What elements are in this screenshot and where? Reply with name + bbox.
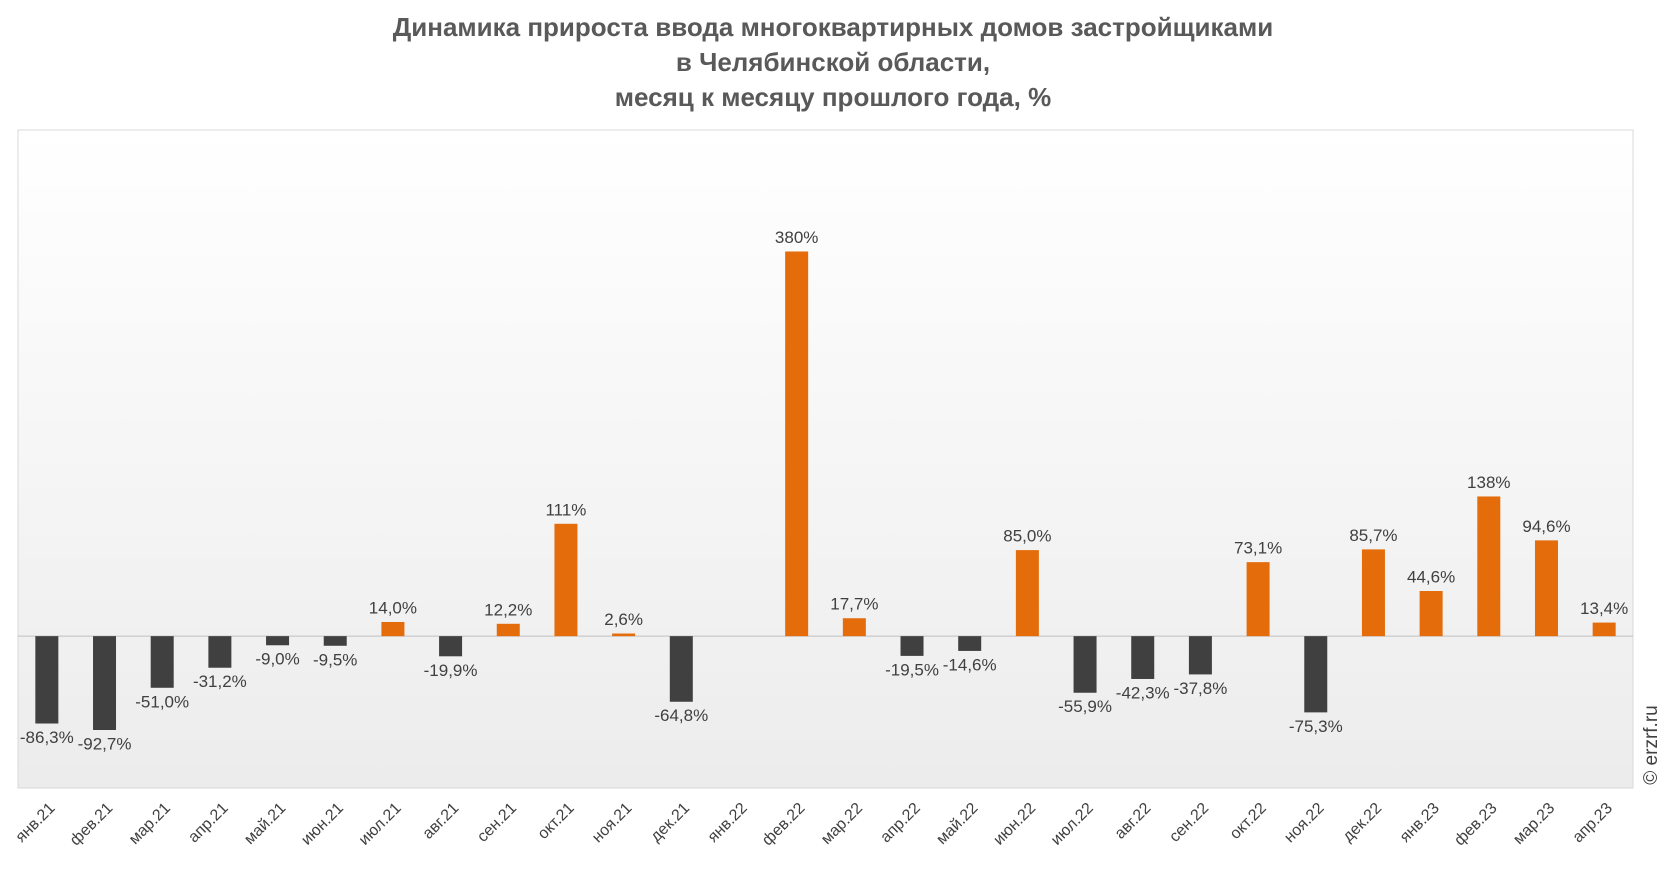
x-tick-label: май.22 [933, 800, 981, 848]
x-tick-label: апр.22 [877, 800, 924, 847]
value-label: -19,5% [885, 660, 939, 679]
value-label: -31,2% [193, 672, 247, 691]
bar [1304, 636, 1328, 713]
bar [150, 636, 174, 688]
x-tick-label: окт.21 [535, 800, 578, 843]
value-label: -55,9% [1058, 697, 1112, 716]
bar [439, 636, 463, 657]
bar [1361, 549, 1385, 637]
bar [208, 636, 232, 668]
value-label: -86,3% [20, 728, 74, 747]
value-label: 111% [545, 500, 586, 519]
bar [1073, 636, 1097, 693]
value-label: 14,0% [369, 598, 417, 617]
bar [958, 636, 982, 651]
value-label: 73,1% [1234, 539, 1282, 558]
bar [496, 623, 520, 637]
bar [842, 618, 866, 637]
value-label: -9,0% [255, 650, 299, 669]
bar [93, 636, 117, 730]
x-tick-label: янв.22 [705, 800, 751, 846]
bar [1188, 636, 1212, 675]
x-tick-label: фев.23 [1451, 800, 1500, 849]
value-label: -75,3% [1289, 717, 1343, 736]
x-tick-label: июн.21 [298, 800, 347, 849]
x-tick-label: ноя.21 [589, 800, 635, 846]
bar [612, 633, 636, 637]
x-tick-label: дек.22 [1340, 800, 1386, 846]
x-tick-label: авг.22 [1112, 800, 1155, 843]
x-tick-label: апр.21 [185, 800, 232, 847]
x-tick-label: янв.21 [13, 800, 59, 846]
bar [381, 621, 405, 637]
bar [35, 636, 59, 724]
x-tick-label: окт.22 [1227, 800, 1270, 843]
x-tick-label: май.21 [241, 800, 289, 848]
x-tick-label: июл.21 [356, 800, 405, 849]
value-label: 44,6% [1407, 567, 1455, 586]
value-label: -37,8% [1173, 679, 1227, 698]
bar [900, 636, 924, 656]
x-tick-label: авг.21 [420, 800, 463, 843]
value-label: 94,6% [1522, 517, 1570, 536]
x-tick-label: фев.21 [67, 800, 116, 849]
bar [266, 636, 290, 646]
bar [1015, 550, 1039, 637]
value-label: -42,3% [1116, 683, 1170, 702]
value-label: 17,7% [830, 595, 878, 614]
x-tick-label: янв.23 [1397, 800, 1443, 846]
bar [1131, 636, 1155, 679]
value-label: -14,6% [943, 655, 997, 674]
x-tick-label: фев.22 [759, 800, 808, 849]
bar [554, 523, 578, 637]
chart-title: Динамика прироста ввода многоквартирных … [393, 12, 1273, 42]
value-label: -51,0% [135, 692, 189, 711]
bar [1246, 562, 1270, 637]
chart-title: месяц к месяцу прошлого года, % [615, 82, 1051, 112]
x-tick-label: ноя.22 [1281, 800, 1327, 846]
x-tick-label: мар.22 [818, 800, 866, 848]
bar [1534, 540, 1558, 637]
bar [1477, 496, 1501, 637]
bar [669, 636, 693, 702]
x-tick-label: апр.23 [1570, 800, 1617, 847]
x-tick-label: дек.21 [648, 800, 694, 846]
x-tick-label: мар.23 [1510, 800, 1558, 848]
value-label: -19,9% [424, 661, 478, 680]
value-label: 138% [1467, 473, 1510, 492]
x-tick-label: июн.22 [990, 800, 1039, 849]
x-tick-label: мар.21 [126, 800, 174, 848]
watermark: © erzrf.ru [1641, 705, 1662, 784]
value-label: 2,6% [604, 610, 643, 629]
chart-title: в Челябинской области, [676, 47, 990, 77]
value-label: 85,0% [1003, 527, 1051, 546]
value-label: 13,4% [1580, 599, 1628, 618]
value-label: 12,2% [484, 600, 532, 619]
value-label: -92,7% [78, 734, 132, 753]
x-tick-label: сен.22 [1166, 800, 1212, 846]
x-tick-label: сен.21 [474, 800, 520, 846]
value-label: -9,5% [313, 650, 357, 669]
bar [1419, 591, 1443, 637]
plot-area [17, 129, 1634, 789]
value-label: -64,8% [654, 706, 708, 725]
value-label: 380% [775, 228, 818, 247]
bar [1592, 622, 1616, 637]
bar [785, 251, 809, 637]
x-tick-label: июл.22 [1048, 800, 1097, 849]
bar [323, 636, 347, 646]
value-label: 85,7% [1349, 526, 1397, 545]
